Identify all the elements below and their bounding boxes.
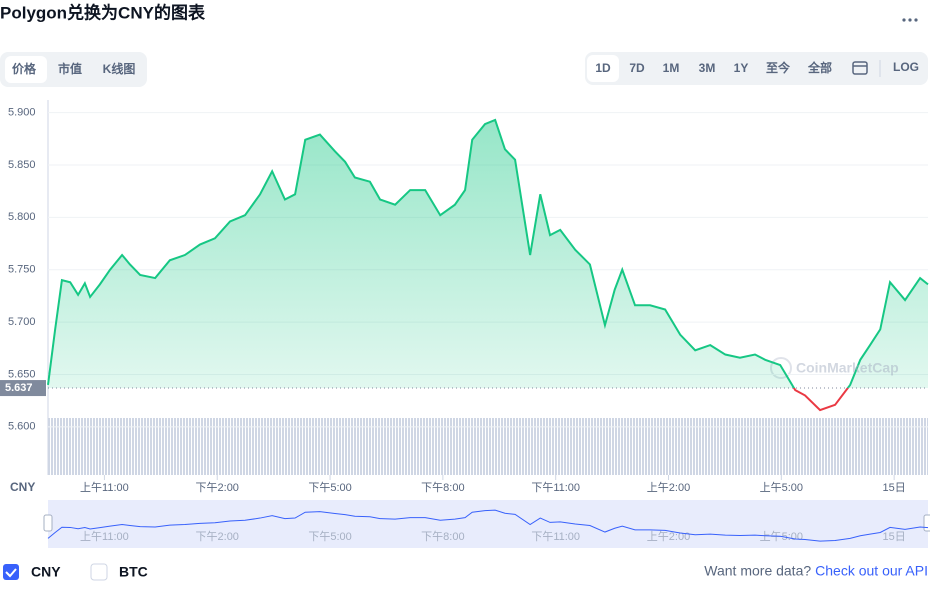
range-button[interactable]: 1M [663, 61, 680, 75]
active-tab [5, 56, 47, 83]
footer-text: Want more data? [704, 563, 811, 579]
range-button[interactable]: 至今 [766, 60, 791, 75]
x-tick-label: 下午8:00 [421, 481, 464, 494]
navigator-tick-label: 下午5:00 [308, 530, 351, 543]
range-button[interactable]: 1Y [734, 61, 749, 75]
navigator-tick-label: 上午11:00 [80, 530, 129, 543]
legend-label[interactable]: CNY [31, 564, 61, 580]
checkbox[interactable] [3, 564, 19, 580]
navigator-handle[interactable] [43, 514, 53, 532]
calendar-icon[interactable] [852, 61, 868, 75]
x-tick-label: 上午5:00 [760, 481, 803, 494]
x-tick-label: 下午11:00 [531, 481, 580, 494]
y-tick-label: 5.900 [8, 106, 36, 118]
menu-button[interactable] [902, 18, 918, 22]
range-button[interactable]: 7D [629, 61, 645, 75]
x-tick-label: 上午2:00 [647, 481, 690, 494]
axis-unit: CNY [10, 480, 35, 494]
y-tick-label: 5.800 [8, 211, 36, 223]
navigator-tick-label: 下午11:00 [531, 530, 580, 543]
y-tick-label: 5.600 [8, 421, 36, 433]
navigator-line [47, 509, 929, 542]
line-above [47, 118, 929, 389]
x-tick-label: 下午5:00 [308, 481, 351, 494]
tab[interactable]: 价格 [12, 61, 37, 76]
active-range [587, 55, 619, 82]
range-button[interactable]: 3M [699, 61, 716, 75]
range-button[interactable]: 全部 [807, 60, 832, 75]
y-tick-label: 5.650 [8, 368, 36, 380]
legend-label[interactable]: BTC [119, 564, 148, 580]
area [48, 119, 928, 389]
navigator-handle[interactable] [923, 514, 930, 532]
y-tick-label: 5.700 [8, 316, 36, 328]
volume-bars [48, 418, 928, 475]
range-bar [585, 52, 928, 85]
watermark: CoinMarketCap [796, 360, 899, 376]
title: Polygon兑换为CNY的图表 [0, 2, 206, 22]
tab[interactable]: 市值 [58, 61, 82, 76]
range-button[interactable]: 1D [595, 61, 611, 75]
navigator-tick-label: 15日 [883, 531, 906, 543]
y-tick-label: 5.850 [8, 159, 36, 171]
navigator-tick-label: 下午8:00 [421, 530, 464, 543]
navigator-tick-label: 上午2:00 [647, 530, 690, 543]
x-tick-label: 上午11:00 [80, 481, 129, 494]
api-link[interactable]: Check out our API [815, 563, 928, 579]
reference-label: 5.637 [5, 382, 33, 394]
y-tick-label: 5.750 [8, 264, 36, 276]
reference-badge [0, 380, 46, 397]
x-tick-label: 下午2:00 [196, 481, 239, 494]
checkbox[interactable] [90, 563, 108, 581]
tab[interactable]: K线图 [103, 61, 136, 76]
x-tick-label: 15日 [883, 482, 906, 494]
navigator-tick-label: 下午2:00 [196, 530, 239, 543]
log-button[interactable]: LOG [893, 60, 919, 74]
